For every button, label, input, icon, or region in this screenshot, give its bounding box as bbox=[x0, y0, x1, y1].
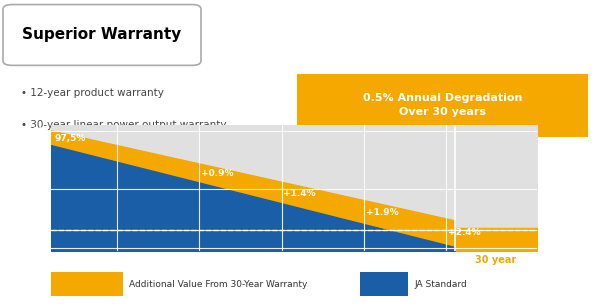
Text: 0.5% Annual Degradation
Over 30 years: 0.5% Annual Degradation Over 30 years bbox=[363, 94, 523, 117]
Text: +0.9%: +0.9% bbox=[201, 169, 233, 178]
Text: Superior Warranty: Superior Warranty bbox=[22, 27, 182, 43]
Text: JA Standard: JA Standard bbox=[414, 280, 467, 289]
Bar bbox=[360, 272, 408, 296]
Text: 97,5%: 97,5% bbox=[54, 134, 86, 143]
FancyBboxPatch shape bbox=[3, 5, 201, 65]
Text: • 12-year product warranty: • 12-year product warranty bbox=[21, 88, 164, 98]
Bar bbox=[51, 272, 123, 296]
Text: +1.4%: +1.4% bbox=[283, 188, 316, 198]
Text: • 30-year linear power output warranty: • 30-year linear power output warranty bbox=[21, 120, 227, 130]
Text: Additional Value From 30-Year Warranty: Additional Value From 30-Year Warranty bbox=[129, 280, 307, 289]
Text: 30 year: 30 year bbox=[475, 255, 517, 265]
Text: +1.9%: +1.9% bbox=[365, 208, 398, 217]
FancyBboxPatch shape bbox=[297, 74, 588, 137]
Text: +2.4%: +2.4% bbox=[448, 228, 481, 237]
